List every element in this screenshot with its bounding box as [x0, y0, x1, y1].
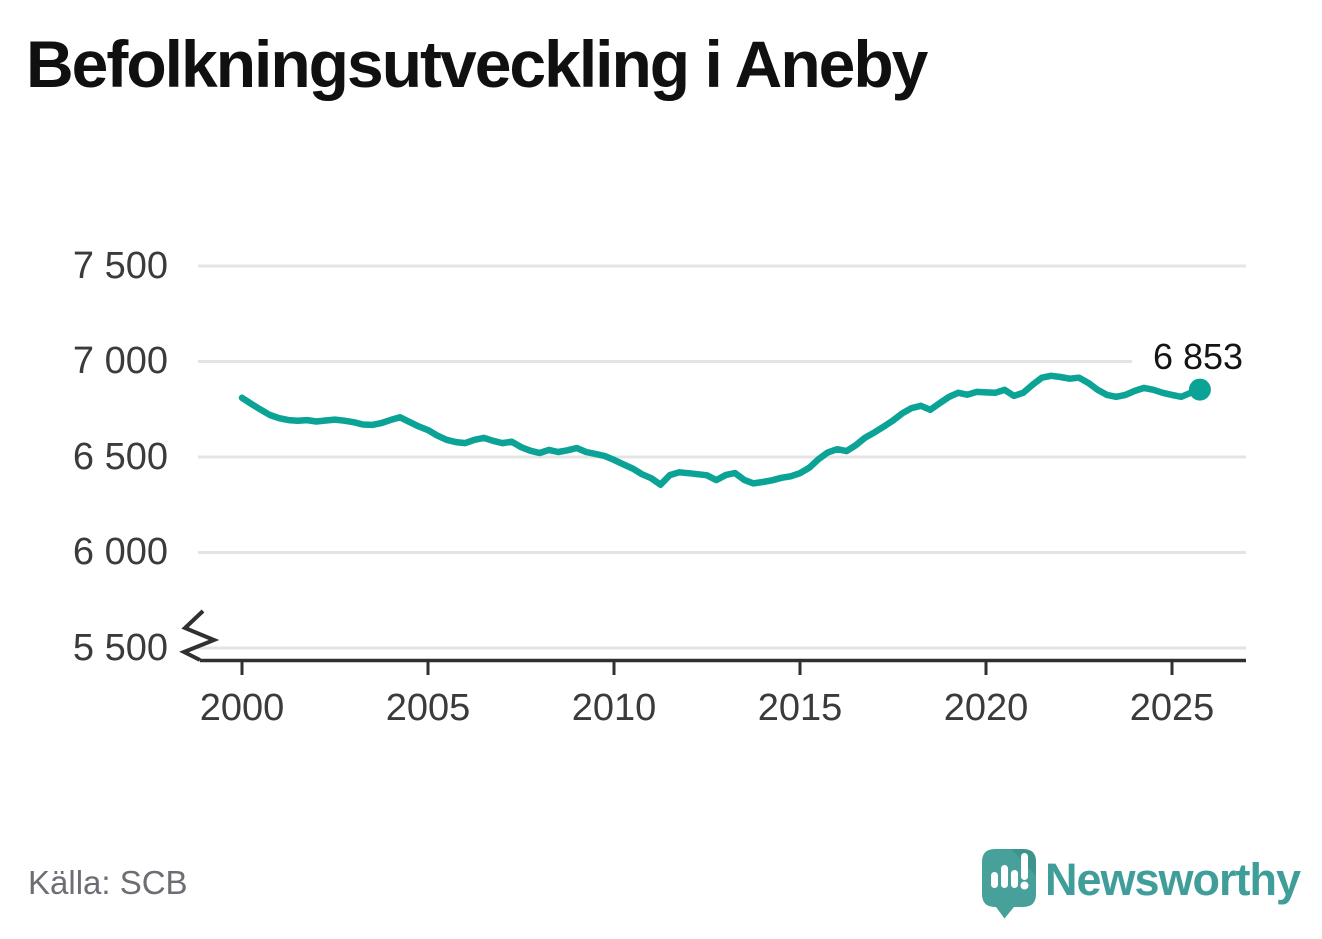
x-axis-tick-label-2010: 2010	[571, 687, 657, 729]
last-point-marker	[1188, 378, 1211, 401]
source-note: Källa: SCB	[28, 864, 188, 901]
y-axis-tick-label-7500: 7 500	[72, 245, 168, 287]
newsworthy-brand: Newsworthy	[981, 846, 1301, 926]
last-value-label: 6 853	[1132, 336, 1264, 378]
y-axis-tick-label-6500: 6 500	[72, 436, 168, 478]
logo-bar-small	[991, 872, 998, 888]
logo-exclamation-dot	[1020, 881, 1029, 890]
chart-title: Befolkningsutveckling i Aneby	[26, 27, 928, 101]
y-axis-tick-label-5500: 5 500	[72, 627, 168, 669]
x-axis-tick-label-2020: 2020	[943, 687, 1029, 729]
y-axis-tick-label-7000: 7 000	[72, 340, 168, 382]
newsworthy-wordmark: Newsworthy	[1045, 854, 1301, 905]
x-axis-tick-label-2015: 2015	[757, 687, 843, 729]
x-axis-tick-label-2005: 2005	[385, 687, 471, 729]
logo-bar-medium	[1011, 870, 1018, 888]
logo-exclamation-stem	[1021, 853, 1028, 880]
population-trend-line	[238, 372, 1204, 488]
y-axis-tick-label-6000: 6 000	[72, 531, 168, 573]
x-axis-tick-label-2025: 2025	[1129, 687, 1215, 729]
newsworthy-logo-icon	[982, 849, 1036, 919]
logo-bar-tall	[1001, 865, 1008, 888]
x-axis-tick-label-2000: 2000	[199, 687, 285, 729]
axis-break-zigzag-icon	[179, 609, 220, 662]
